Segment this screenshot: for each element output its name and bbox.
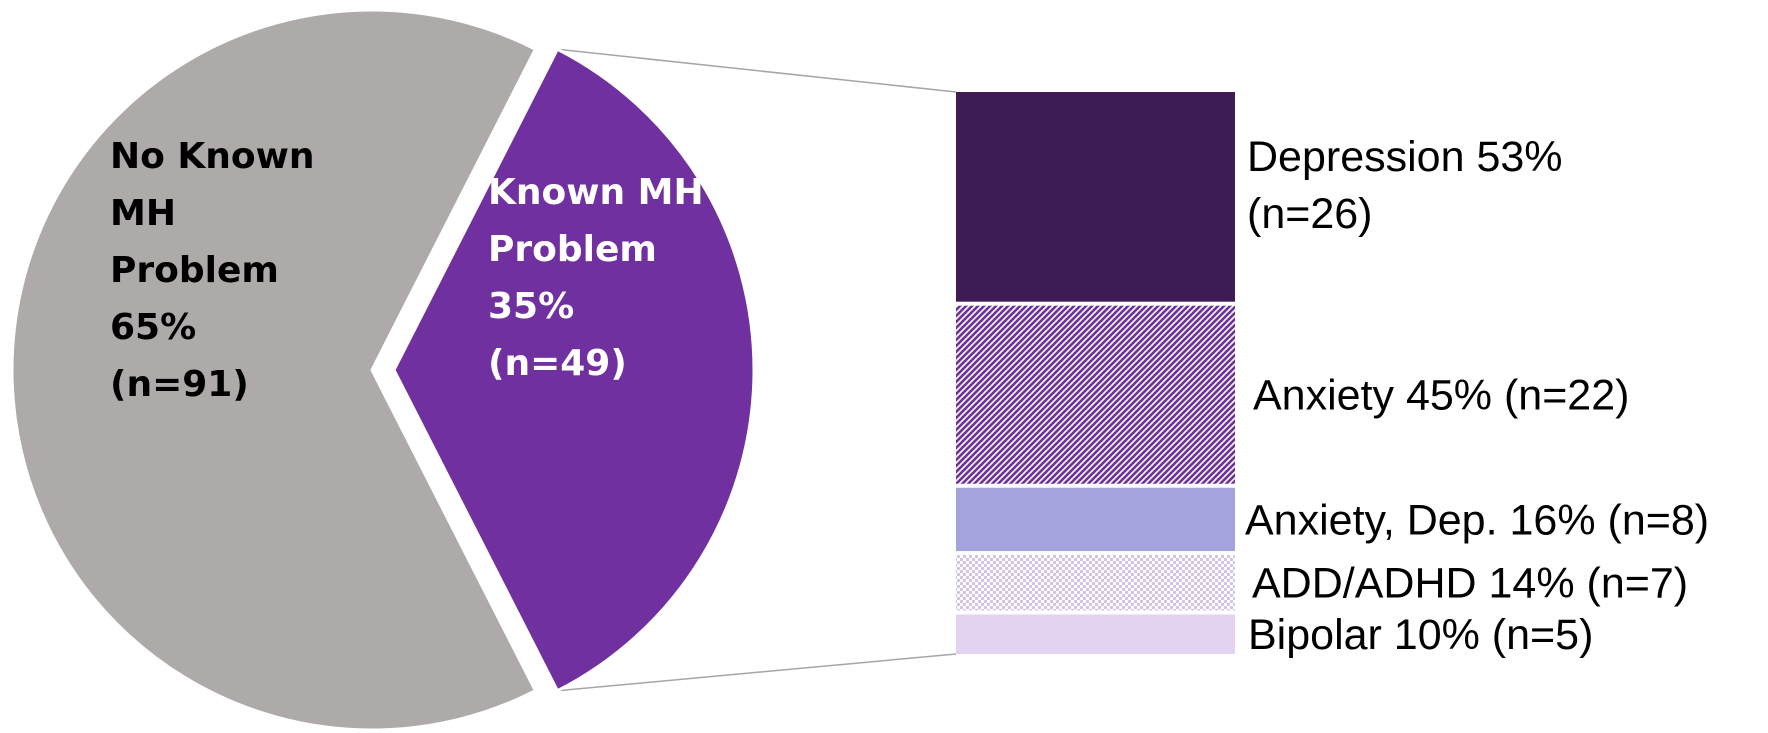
pie-slice-label-no-known: No Known MH Problem 65% (n=91) (110, 136, 315, 405)
connector-lines (557, 48, 957, 692)
pie-slice-known-mh (392, 47, 756, 693)
connector-line-top (557, 48, 957, 93)
bar-label-bipolar: Bipolar 10% (n=5) (1248, 611, 1593, 659)
bar-segment-depression (956, 92, 1235, 302)
bar-label-add-adhd: ADD/ADHD 14% (n=7) (1252, 560, 1688, 608)
pie-slice-no-known (10, 8, 538, 732)
pie-chart: No Known MH Problem 65% (n=91) Known MH Proble… (10, 8, 756, 732)
pie-slice-label-known-mh: Known MH Problem 35% (n=49) (488, 172, 704, 384)
bar-segment-anxiety (956, 305, 1235, 484)
bar-segment-anxiety-dep (956, 487, 1235, 552)
bar-segment-add-adhd (956, 555, 1235, 611)
stacked-bar: Depression 53% (n=26) Anxiety 45% (n=22) An… (956, 92, 1709, 659)
connector-line-bottom (557, 653, 957, 692)
bar-label-anxiety-dep: Anxiety, Dep. 16% (n=8) (1245, 496, 1709, 544)
bar-label-depression: Depression 53% (n=26) (1247, 133, 1563, 238)
bar-label-anxiety: Anxiety 45% (n=22) (1253, 372, 1629, 420)
bar-segment-bipolar (956, 614, 1235, 654)
